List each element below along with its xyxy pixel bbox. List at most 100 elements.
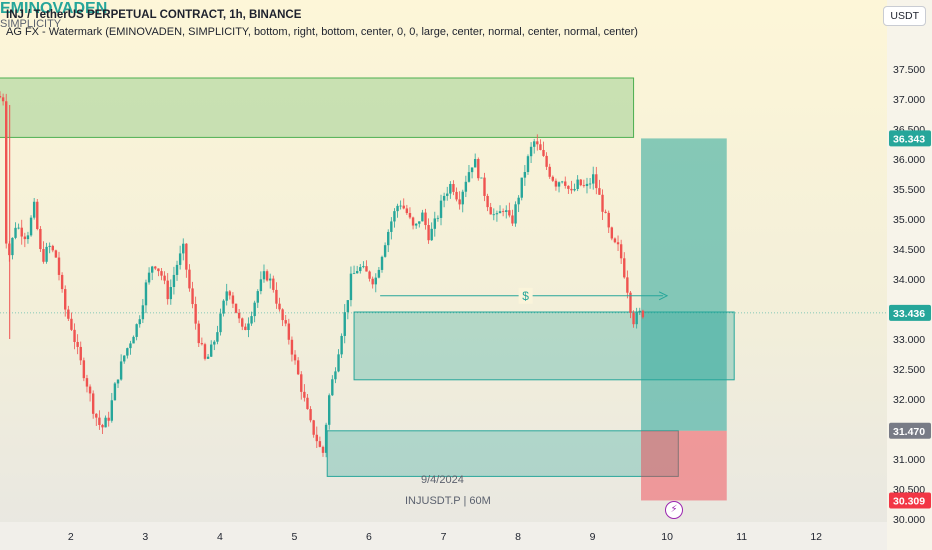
candle-body bbox=[17, 227, 20, 229]
candle-body bbox=[144, 282, 148, 306]
candle-body bbox=[203, 344, 207, 359]
candle-body bbox=[300, 374, 303, 392]
candle-body bbox=[79, 346, 82, 361]
x-tick-label: 4 bbox=[217, 531, 223, 543]
currency-button[interactable]: USDT bbox=[883, 6, 926, 26]
candle-body bbox=[365, 266, 368, 272]
candle-body bbox=[250, 316, 253, 324]
candle-body bbox=[371, 278, 374, 285]
candle-body bbox=[396, 205, 399, 212]
y-tick-label: 32.500 bbox=[893, 364, 925, 376]
candle-body bbox=[582, 185, 586, 187]
y-tick-label: 37.500 bbox=[893, 64, 925, 76]
candle-body bbox=[511, 215, 514, 224]
candle-body bbox=[293, 354, 297, 361]
candle-body bbox=[508, 210, 511, 216]
candle-body bbox=[234, 303, 238, 313]
candle-body bbox=[328, 395, 331, 425]
y-tick-label: 35.500 bbox=[893, 184, 925, 196]
candle-body bbox=[315, 434, 318, 442]
candle-body bbox=[138, 319, 141, 325]
candle-body bbox=[268, 278, 272, 281]
candle-body bbox=[560, 181, 564, 183]
candle-body bbox=[567, 185, 570, 189]
candle-body bbox=[253, 302, 256, 317]
candle-body bbox=[60, 274, 64, 290]
candle-body bbox=[635, 312, 638, 325]
y-tick-label: 31.000 bbox=[893, 454, 925, 466]
candle-body bbox=[408, 213, 412, 218]
y-tick-label: 34.000 bbox=[893, 274, 925, 286]
candle-body bbox=[206, 356, 210, 359]
candle-body bbox=[455, 191, 458, 200]
candle-body bbox=[303, 391, 306, 398]
candle-body bbox=[29, 217, 33, 236]
candle-body bbox=[607, 212, 610, 228]
candle-body bbox=[387, 231, 390, 246]
candle-body bbox=[14, 227, 17, 238]
price-badge-label: 33.436 bbox=[893, 308, 925, 320]
candle-body bbox=[442, 195, 446, 201]
candle-body bbox=[113, 383, 117, 401]
candle-body bbox=[244, 326, 247, 330]
watermark-subtitle: SIMPLICITY bbox=[0, 18, 62, 30]
annotation-arrowhead bbox=[658, 291, 669, 301]
candle-body bbox=[362, 266, 365, 268]
candle-body bbox=[548, 166, 551, 177]
candle-body bbox=[45, 246, 48, 262]
candle-body bbox=[160, 271, 163, 276]
candle-body bbox=[570, 188, 573, 191]
candle-body bbox=[436, 217, 440, 219]
candle-body bbox=[604, 211, 607, 213]
candle-body bbox=[64, 289, 67, 310]
candle-body bbox=[67, 309, 70, 319]
candle-body bbox=[166, 280, 169, 300]
x-tick-label: 10 bbox=[661, 531, 673, 543]
candle-body bbox=[91, 393, 95, 414]
candle-body bbox=[290, 339, 294, 355]
candle-body bbox=[188, 269, 191, 289]
candle-body bbox=[458, 199, 461, 205]
chart-title: INJ / TetherUS PERPETUAL CONTRACT, 1h, B… bbox=[6, 9, 302, 21]
x-tick-label: 11 bbox=[736, 531, 747, 543]
candle-body bbox=[76, 341, 79, 347]
candle-body bbox=[346, 300, 350, 313]
candle-body bbox=[551, 176, 555, 181]
candle-body bbox=[523, 172, 527, 178]
candle-body bbox=[430, 228, 433, 241]
candle-body bbox=[526, 156, 530, 173]
lightning-bolt-icon[interactable]: ⚡ bbox=[665, 501, 683, 519]
candle-body bbox=[32, 201, 36, 218]
candle-body bbox=[405, 208, 409, 214]
candle-body bbox=[126, 348, 129, 356]
indicator-legend[interactable]: AG FX - Watermark (EMINOVADEN, SIMPLICIT… bbox=[6, 26, 638, 38]
candle-body bbox=[175, 264, 179, 275]
candle-body bbox=[101, 424, 104, 428]
candle-body bbox=[309, 409, 312, 421]
candle-body bbox=[449, 184, 452, 194]
candle-body bbox=[486, 195, 489, 208]
candle-body bbox=[368, 271, 371, 279]
y-tick-label: 32.000 bbox=[893, 394, 925, 406]
candle-body bbox=[51, 245, 54, 251]
candle-body bbox=[393, 211, 396, 222]
candle-body bbox=[0, 96, 2, 98]
candle-body bbox=[85, 378, 89, 387]
candle-body bbox=[402, 205, 405, 209]
candle-body bbox=[446, 193, 449, 196]
candle-body bbox=[427, 225, 430, 241]
candles bbox=[0, 91, 645, 458]
candle-body bbox=[374, 277, 377, 285]
candle-body bbox=[632, 312, 635, 325]
candle-body bbox=[48, 245, 51, 247]
candle-body bbox=[241, 318, 244, 327]
x-tick-label: 9 bbox=[590, 531, 596, 543]
candle-body bbox=[623, 258, 626, 278]
candle-body bbox=[172, 274, 176, 288]
candle-body bbox=[520, 177, 523, 198]
x-tick-label: 7 bbox=[441, 531, 447, 543]
candle-body bbox=[464, 181, 468, 192]
candle-body bbox=[616, 242, 620, 245]
candle-body bbox=[70, 318, 73, 330]
